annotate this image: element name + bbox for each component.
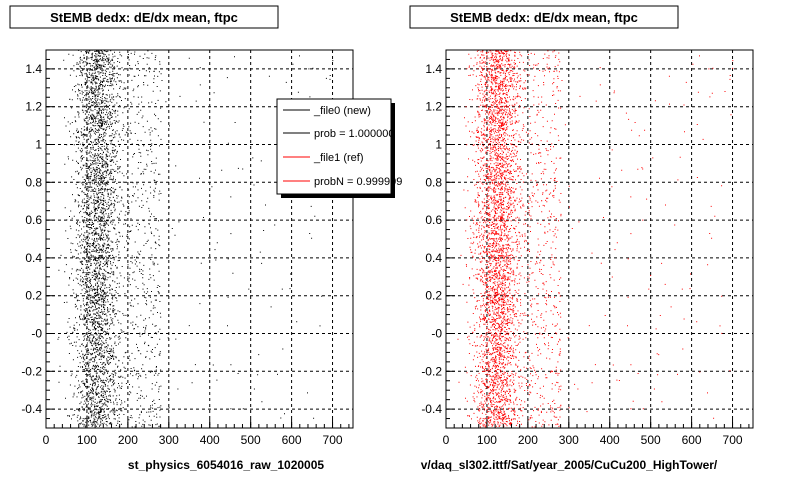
right-title: StEMB dedx: dE/dx mean, ftpc	[450, 10, 638, 25]
panel-left: StEMB dedx: dE/dx mean, ftpc 0 100 200 300 4…	[9, 5, 402, 472]
left-y-tick-label: 0.8	[25, 175, 42, 189]
left-y-tick-label: 1.4	[25, 62, 42, 76]
left-y-tick-label: 0.4	[25, 251, 42, 265]
left-y-tick-label: -0.2	[21, 364, 42, 378]
left-title: StEMB dedx: dE/dx mean, ftpc	[50, 10, 238, 25]
right-x-tick-label: 0	[443, 433, 450, 447]
legend-box	[276, 98, 392, 195]
left-axis-ticks	[45, 58, 350, 429]
right-x-tick-label: 300	[559, 433, 579, 447]
right-x-tick-label: 500	[641, 433, 661, 447]
right-scatter-points	[457, 49, 734, 428]
legend-label-probn: probN = 0.999999	[314, 176, 402, 188]
right-axis-ticks	[445, 58, 750, 429]
right-y-tick-label: -0	[431, 327, 442, 341]
left-x-tick-labels: 0 100 200 300 400 500 600 700	[43, 433, 343, 447]
right-scatter-series	[457, 49, 734, 428]
left-x-tick-label: 400	[200, 433, 220, 447]
right-title-box	[409, 5, 679, 29]
legend: _file0 (new) prob = 1.000000 _file1 (ref…	[276, 98, 402, 198]
left-x-tick-label: 600	[282, 433, 302, 447]
left-title-box	[9, 5, 279, 29]
left-scatter-points	[57, 49, 334, 428]
right-y-tick-label: 1.2	[425, 100, 442, 114]
right-y-tick-label: 0.8	[425, 175, 442, 189]
left-scatter-series	[57, 49, 334, 428]
left-y-tick-label: 0.6	[25, 213, 42, 227]
right-x-tick-labels: 0 100 200 300 400 500 600 700	[443, 433, 743, 447]
left-x-tick-label: 0	[43, 433, 50, 447]
left-x-tick-label: 200	[118, 433, 138, 447]
legend-entry-probn: probN = 0.999999	[283, 176, 402, 188]
left-x-tick-label: 100	[77, 433, 97, 447]
left-x-tick-label: 700	[323, 433, 343, 447]
right-y-tick-label: -0.2	[421, 364, 442, 378]
left-x-axis-label: st_physics_6054016_raw_1020005	[128, 458, 324, 472]
legend-label-prob: prob = 1.000000	[314, 128, 394, 140]
panel-right: StEMB dedx: dE/dx mean, ftpc 0 100 200 300 4…	[409, 5, 754, 472]
right-x-axis-label: v/daq_sl302.ittf/Sat/year_2005/CuCu200_H…	[421, 458, 718, 472]
left-y-tick-label: 1.2	[25, 100, 42, 114]
legend-entry-file1: _file1 (ref)	[283, 152, 364, 164]
right-x-tick-label: 700	[723, 433, 743, 447]
right-x-tick-label: 200	[518, 433, 538, 447]
right-y-tick-labels: -0.4 -0.2 -0 0.2 0.4 0.6 0.8 1 1.2 1.4	[421, 62, 442, 416]
legend-label-file0: _file0 (new)	[313, 105, 371, 117]
legend-entry-prob: prob = 1.000000	[283, 128, 394, 140]
right-x-tick-label: 600	[682, 433, 702, 447]
right-y-tick-label: 1	[435, 138, 442, 152]
right-gridlines	[446, 50, 753, 428]
legend-label-file1: _file1 (ref)	[313, 152, 364, 164]
left-x-tick-label: 500	[241, 433, 261, 447]
left-y-tick-label: -0	[31, 327, 42, 341]
left-y-tick-label: 0.2	[25, 289, 42, 303]
legend-entry-file0: _file0 (new)	[283, 105, 371, 117]
right-y-tick-label: 0.4	[425, 251, 442, 265]
right-y-tick-label: 0.2	[425, 289, 442, 303]
right-y-tick-label: -0.4	[421, 402, 442, 416]
right-y-tick-label: 0.6	[425, 213, 442, 227]
right-x-tick-label: 100	[477, 433, 497, 447]
right-y-tick-label: 1.4	[425, 62, 442, 76]
left-y-tick-label: 1	[35, 138, 42, 152]
left-x-tick-label: 300	[159, 433, 179, 447]
left-y-tick-label: -0.4	[21, 402, 42, 416]
right-x-tick-label: 400	[600, 433, 620, 447]
left-y-tick-labels: -0.4 -0.2 -0 0.2 0.4 0.6 0.8 1 1.2 1.4	[21, 62, 42, 416]
